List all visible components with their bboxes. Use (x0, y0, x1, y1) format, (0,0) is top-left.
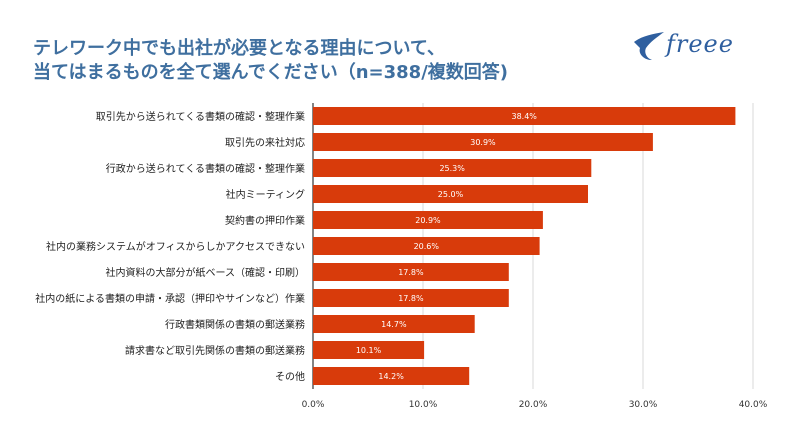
bar (313, 289, 509, 307)
category-label: 社内資料の大部分が紙ベース（確認・印刷） (106, 266, 306, 279)
category-label: 社内ミーティング (226, 188, 305, 201)
logo-text: freee (666, 30, 734, 58)
x-tick-label: 0.0% (302, 400, 325, 410)
bar (313, 367, 470, 385)
bars: 38.4% 30.9% 25.3% 25.0% 20.9% 20.6% 17.8% 17.8%… (313, 107, 736, 385)
bar-value-label: 30.9% (470, 138, 496, 147)
chart-title: テレワーク中でも出社が必要となる理由について、 当てはまるものを全て選んでくださ… (33, 37, 508, 85)
category-label: 請求書など取引先関係の書類の郵送業務 (125, 344, 305, 357)
bar-value-label: 17.8% (398, 268, 424, 277)
bar-value-label: 25.3% (439, 164, 465, 173)
bar-value-label: 20.6% (414, 242, 440, 251)
category-label: 社内の業務システムがオフィスからしかアクセスできない (46, 240, 305, 253)
bar-value-label: 14.2% (378, 372, 404, 381)
x-tick-label: 30.0% (629, 400, 658, 410)
category-label: 行政から送られてくる書類の確認・整理作業 (106, 162, 305, 175)
chart-title-line1: テレワーク中でも出社が必要となる理由について、 (33, 38, 446, 59)
chart-title-line2: 当てはまるものを全て選んでください（n=388/複数回答) (33, 62, 509, 83)
bar (313, 185, 588, 203)
bar (313, 211, 543, 229)
bar (313, 133, 653, 151)
bar-value-label: 17.8% (398, 294, 424, 303)
bar (313, 263, 509, 281)
x-tick-label: 20.0% (519, 400, 548, 410)
x-axis-ticks: 0.0% 10.0% 20.0% 30.0% 40.0% (302, 400, 768, 410)
category-label: 取引先の来社対応 (225, 136, 305, 149)
bar-value-label: 25.0% (438, 190, 464, 199)
category-label: 行政書類関係の書類の郵送業務 (165, 318, 305, 331)
x-tick-label: 10.0% (409, 400, 438, 410)
bar-value-label: 14.7% (381, 320, 407, 329)
bar-value-label: 10.1% (356, 346, 382, 355)
bar (313, 107, 736, 125)
bar (313, 159, 592, 177)
bar (313, 237, 540, 255)
bar-value-label: 38.4% (511, 112, 537, 121)
category-labels: 取引先から送られてくる書類の確認・整理作業取引先の来社対応行政から送られてくる書… (35, 110, 305, 383)
category-label: 契約書の押印作業 (225, 214, 305, 227)
bar (313, 341, 425, 359)
bird-icon (634, 32, 664, 60)
x-tick-label: 40.0% (739, 400, 768, 410)
freee-logo: freee (632, 28, 782, 68)
bar-value-label: 20.9% (415, 216, 441, 225)
category-label: その他 (275, 370, 305, 383)
category-label: 社内の紙による書類の申請・承認（押印やサインなど）作業 (35, 292, 305, 305)
category-label: 取引先から送られてくる書類の確認・整理作業 (96, 110, 305, 123)
bar (313, 315, 475, 333)
